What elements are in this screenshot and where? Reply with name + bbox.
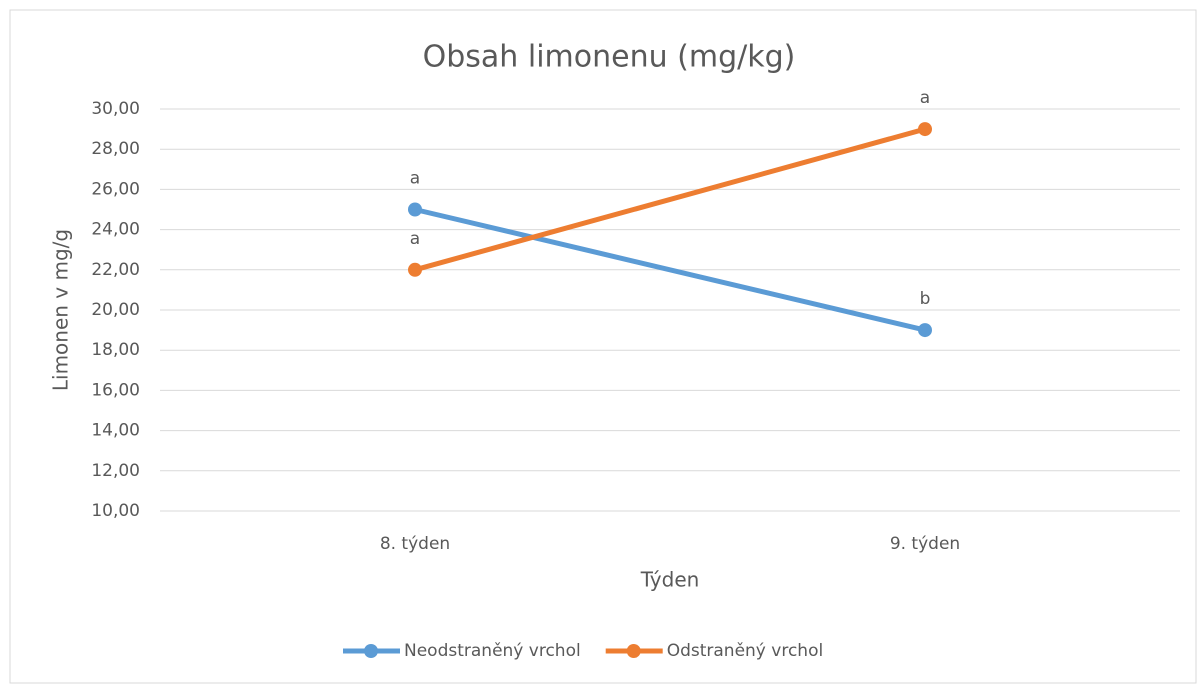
x-tick-label: 9. týden (890, 534, 960, 554)
point-annotation: a (410, 229, 420, 249)
y-axis-title: Limonen v mg/g (49, 229, 73, 391)
data-point (408, 202, 422, 217)
y-tick-label: 24,00 (91, 220, 140, 240)
y-tick-label: 18,00 (91, 340, 140, 360)
legend-label: Neodstraněný vrchol (404, 641, 581, 661)
y-tick-label: 12,00 (91, 461, 140, 481)
data-point (918, 323, 932, 338)
y-tick-label: 22,00 (91, 260, 140, 280)
point-annotation: a (410, 169, 420, 189)
y-tick-label: 16,00 (91, 380, 140, 400)
point-annotation: a (920, 88, 930, 108)
y-tick-label: 10,00 (91, 501, 140, 521)
legend-marker (626, 644, 641, 658)
legend-label: Odstraněný vrchol (667, 641, 824, 661)
x-axis-title: Týden (640, 568, 700, 592)
series-line (412, 126, 928, 273)
chart-title: Obsah limonenu (mg/kg) (423, 40, 796, 75)
x-tick-label: 8. týden (380, 534, 450, 554)
y-tick-label: 20,00 (91, 300, 140, 320)
data-point (918, 122, 932, 137)
data-point (408, 262, 422, 277)
y-tick-label: 26,00 (91, 179, 140, 199)
y-tick-label: 30,00 (91, 99, 140, 119)
y-tick-label: 14,00 (91, 421, 140, 441)
y-tick-label: 28,00 (91, 139, 140, 159)
series-line (412, 207, 928, 333)
legend-marker (364, 644, 378, 658)
chart-border (9, 9, 1197, 684)
point-annotation: b (920, 289, 931, 309)
